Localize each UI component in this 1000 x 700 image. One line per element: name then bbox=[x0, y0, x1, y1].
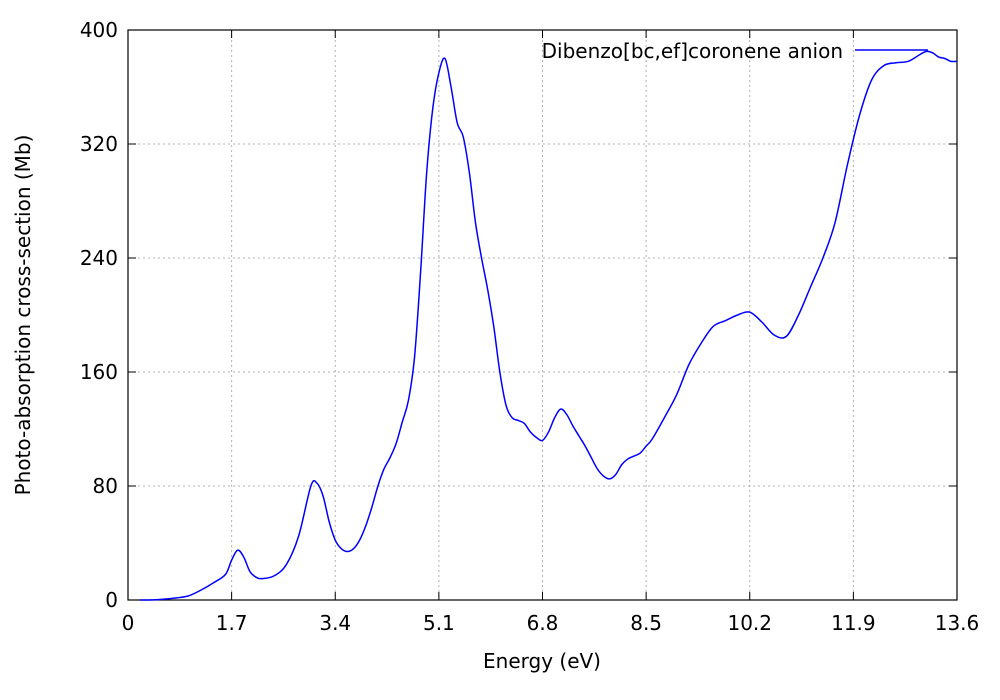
y-tick-label: 400 bbox=[80, 18, 118, 42]
series-line bbox=[140, 50, 958, 601]
grid bbox=[128, 30, 957, 600]
x-tick-label: 5.1 bbox=[423, 611, 455, 635]
y-axis: 0 80 160 240 320 400 bbox=[80, 18, 957, 612]
y-tick-label: 240 bbox=[80, 246, 118, 270]
x-tick-label: 1.7 bbox=[216, 611, 248, 635]
x-tick-label: 11.9 bbox=[831, 611, 876, 635]
legend-label: Dibenzo[bc,ef]coronene anion bbox=[542, 39, 843, 63]
y-tick-label: 160 bbox=[80, 360, 118, 384]
x-tick-label: 0 bbox=[122, 611, 135, 635]
legend: Dibenzo[bc,ef]coronene anion bbox=[542, 39, 928, 63]
x-tick-label: 6.8 bbox=[527, 611, 559, 635]
x-tick-label: 13.6 bbox=[935, 611, 980, 635]
y-axis-title: Photo-absorption cross-section (Mb) bbox=[11, 135, 35, 496]
x-axis: 0 1.7 3.4 5.1 6.8 8.5 10.2 11.9 13.6 bbox=[122, 30, 980, 635]
y-tick-label: 320 bbox=[80, 132, 118, 156]
x-axis-title: Energy (eV) bbox=[483, 649, 601, 673]
y-tick-label: 80 bbox=[93, 474, 118, 498]
y-tick-label: 0 bbox=[105, 588, 118, 612]
x-tick-label: 10.2 bbox=[727, 611, 772, 635]
series-layer bbox=[140, 50, 958, 601]
x-tick-label: 8.5 bbox=[630, 611, 662, 635]
x-tick-label: 3.4 bbox=[319, 611, 351, 635]
